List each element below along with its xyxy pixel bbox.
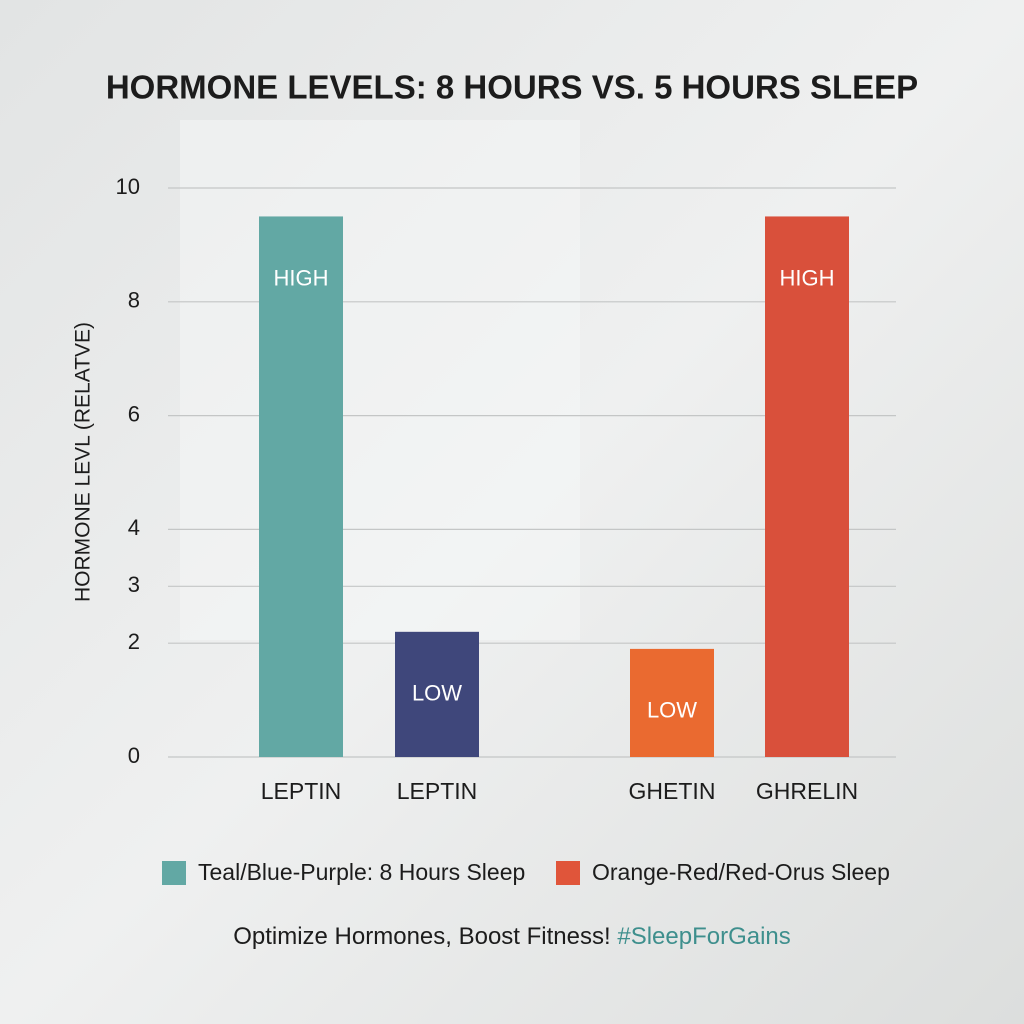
- x-tick-label: LEPTIN: [397, 778, 478, 804]
- bar: [630, 648, 714, 757]
- bar: [259, 216, 343, 757]
- y-tick-label: 0: [128, 743, 140, 768]
- y-tick-label: 10: [116, 174, 140, 199]
- y-tick-label: 8: [128, 288, 140, 313]
- footer: Optimize Hormones, Boost Fitness! #Sleep…: [233, 923, 791, 950]
- legend-label: Orange-Red/Red-Orus Sleep: [592, 859, 890, 885]
- chart-title: HORMONE LEVELS: 8 HOURS VS. 5 HOURS SLEE…: [106, 69, 918, 106]
- bar-label: LOW: [647, 698, 697, 723]
- legend-label: Teal/Blue-Purple: 8 Hours Sleep: [198, 859, 525, 885]
- bar: [765, 216, 849, 757]
- y-tick-label: 2: [128, 629, 140, 654]
- y-tick-label: 4: [128, 515, 140, 540]
- bar-label: HIGH: [274, 265, 329, 290]
- x-tick-label: GHRELIN: [756, 778, 858, 804]
- bar: [395, 631, 479, 757]
- hashtag: #SleepForGains: [617, 923, 790, 950]
- y-tick-label: 6: [128, 401, 140, 426]
- bar-label: HIGH: [780, 265, 835, 290]
- y-axis-label: HORMONE LEVL (RELATVE): [72, 322, 95, 602]
- bar-label: LOW: [412, 681, 462, 706]
- footer-text: Optimize Hormones, Boost Fitness!: [233, 923, 610, 950]
- x-tick-label: LEPTIN: [261, 778, 342, 804]
- y-tick-label: 3: [128, 572, 140, 597]
- x-tick-label: GHETIN: [629, 778, 716, 804]
- plot: 0 2 3 4 6 8 10 LEPTIN HIGH LEPTIN LOW GHETIN LOW GHRE…: [116, 174, 896, 804]
- legend-swatch: [162, 861, 186, 885]
- window-glow: [180, 120, 580, 640]
- legend-swatch: [556, 861, 580, 885]
